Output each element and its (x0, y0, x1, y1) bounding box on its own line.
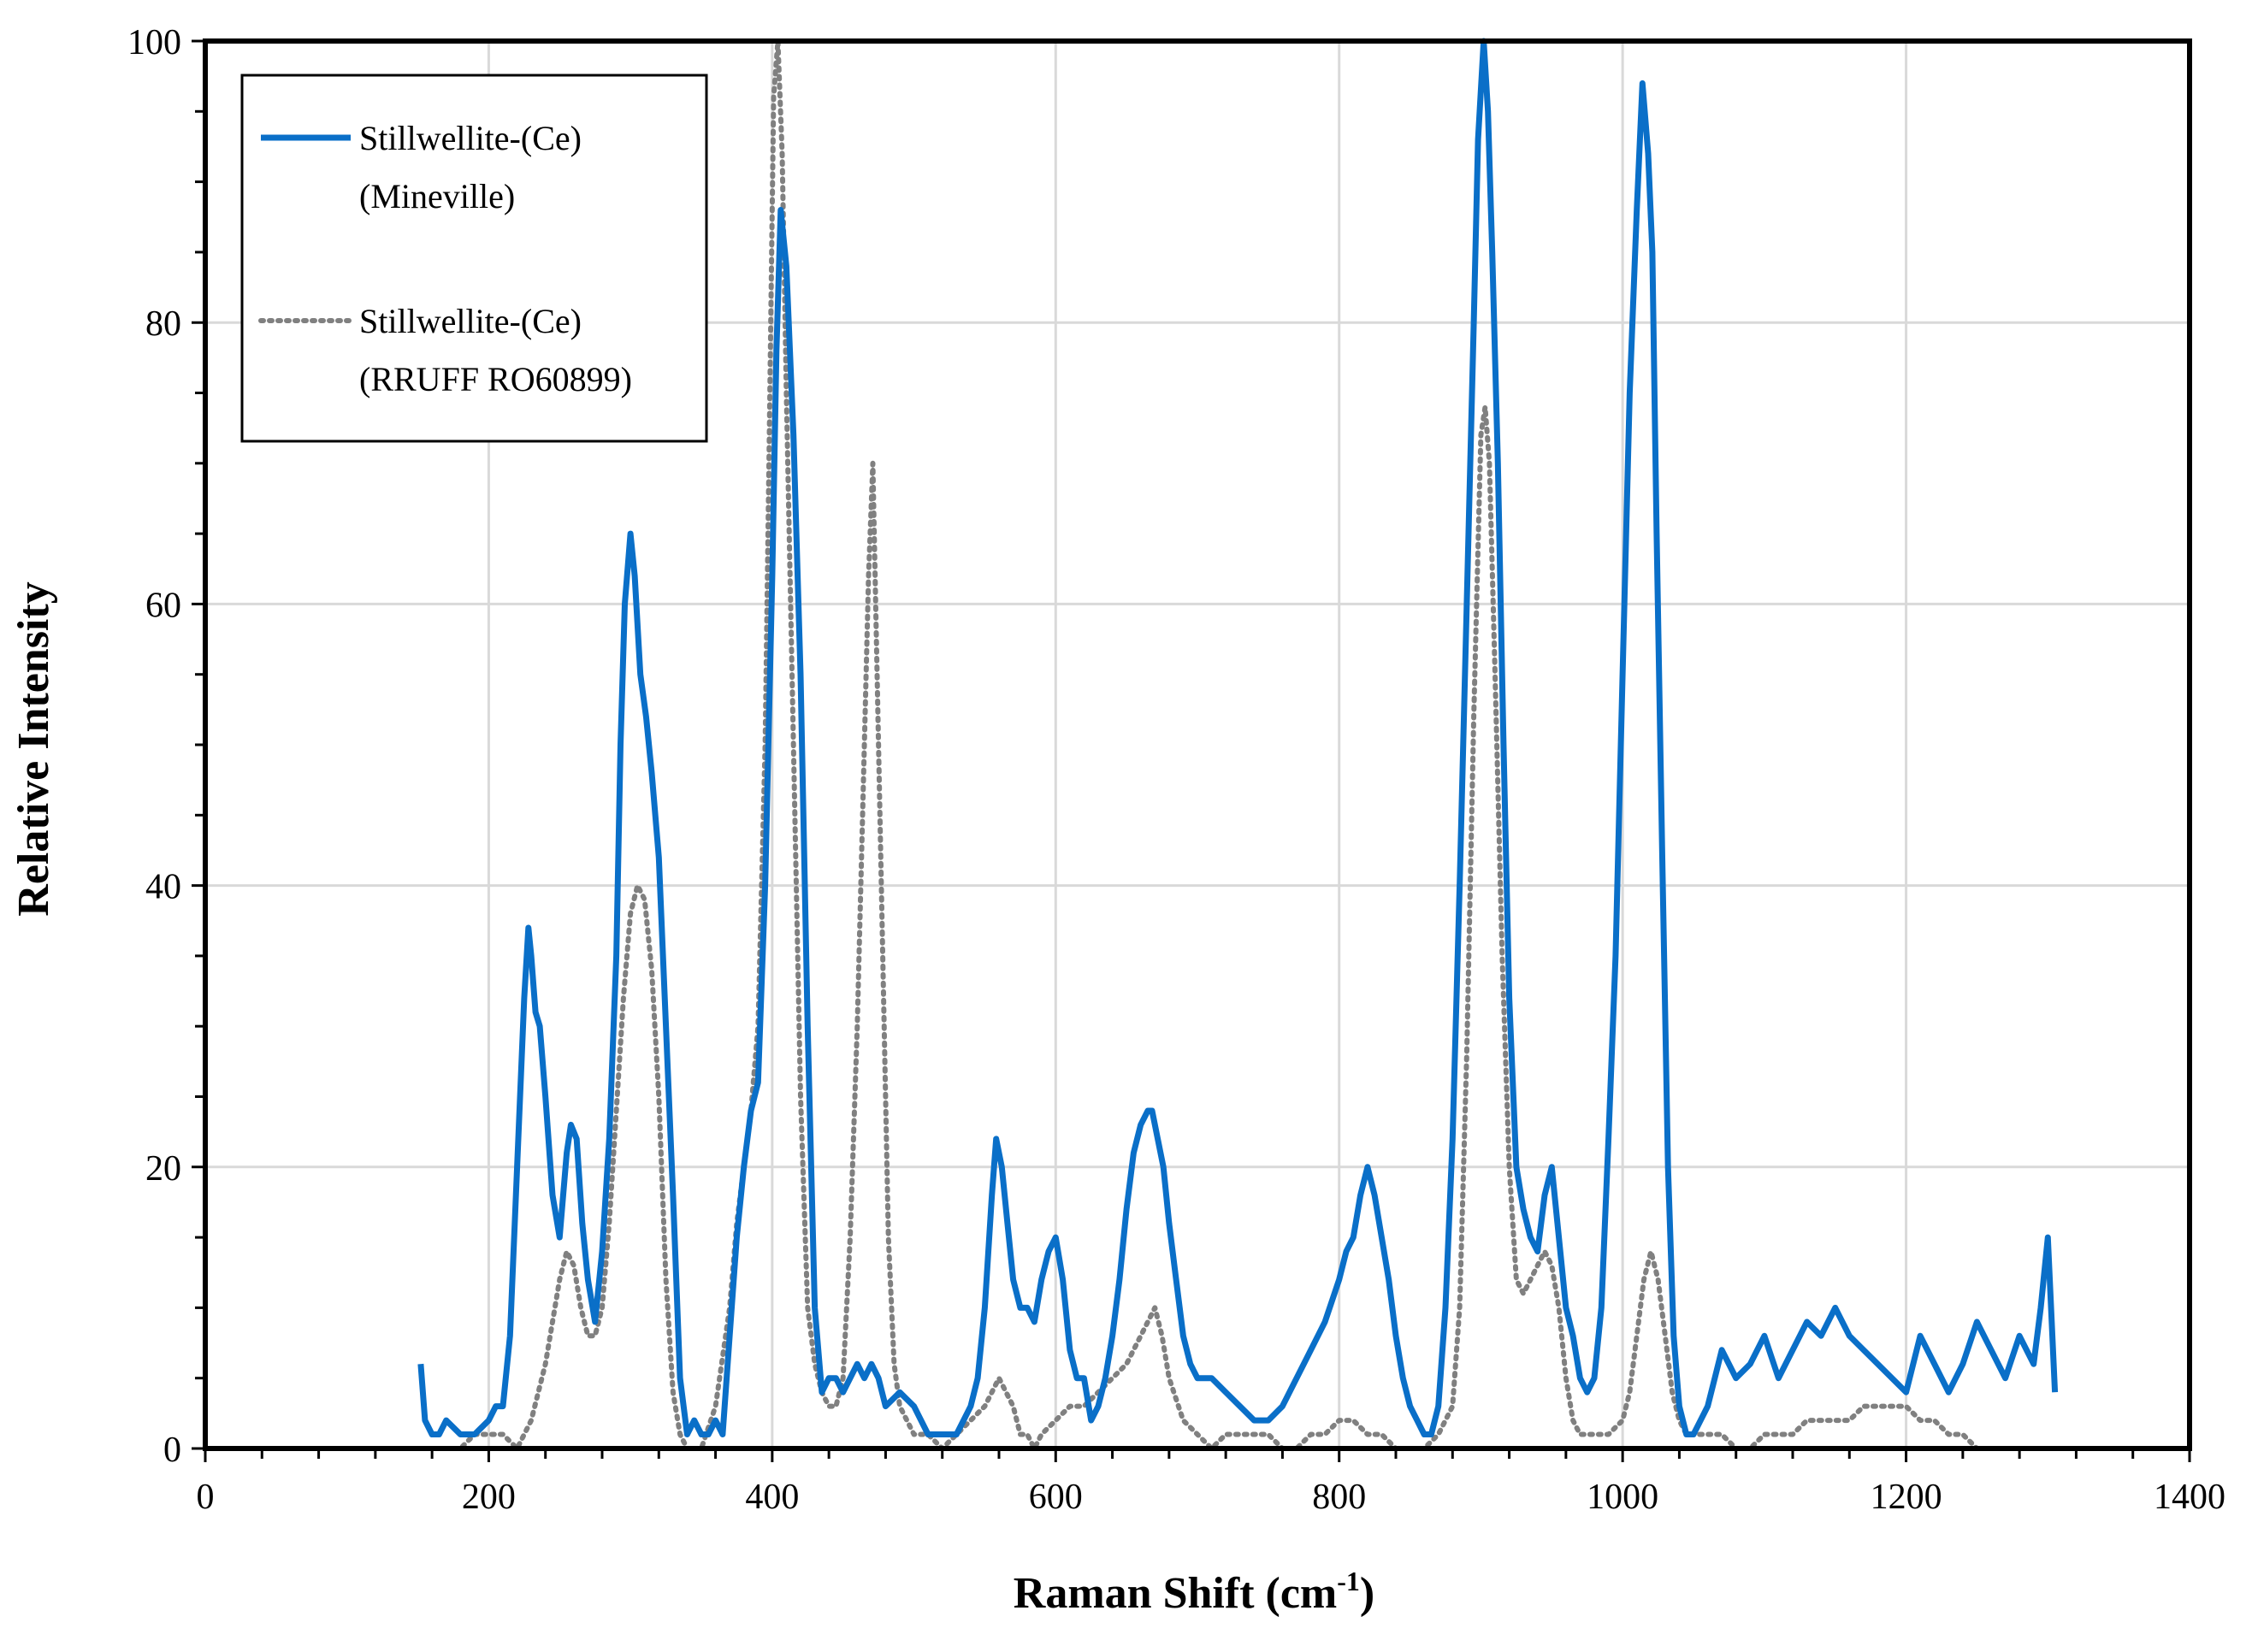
y-tick-label: 80 (145, 304, 181, 344)
x-axis-title: Raman Shift (cm-1) (1014, 1566, 1374, 1618)
x-tick-label: 400 (745, 1478, 799, 1517)
y-tick-label: 40 (145, 868, 181, 907)
x-tick-label: 600 (1029, 1478, 1083, 1517)
legend-label-rruff-line2: (RRUFF RO60899) (359, 360, 632, 398)
x-tick-label: 1400 (2154, 1478, 2225, 1517)
y-axis-title: Relative Intensity (9, 581, 58, 916)
plot-area-frame (203, 38, 2192, 1451)
x-tick-label: 0 (197, 1478, 215, 1517)
y-tick-label: 60 (145, 586, 181, 625)
x-tick-label: 1200 (1871, 1478, 1942, 1517)
legend-label-mineville-line1: Stillwellite-(Ce) (359, 119, 582, 157)
x-tick-label: 800 (1312, 1478, 1366, 1517)
legend: Stillwellite-(Ce) (Mineville) Stillwelli… (240, 74, 708, 443)
y-tick-label: 100 (127, 23, 181, 62)
series-line-mineville (417, 38, 2059, 1437)
legend-label-mineville-line2: (Mineville) (359, 177, 515, 215)
y-tick-label: 20 (145, 1149, 181, 1189)
x-tick-label: 1000 (1587, 1478, 1658, 1517)
tick-labels: 0 200 400 600 800 1000 1200 1400 0 20 40 60 80 100 (127, 23, 2225, 1517)
legend-label-rruff-line1: Stillwellite-(Ce) (359, 302, 582, 340)
grid-lines (205, 41, 2190, 1448)
y-tick-label: 0 (163, 1431, 181, 1470)
x-tick-label: 200 (462, 1478, 516, 1517)
